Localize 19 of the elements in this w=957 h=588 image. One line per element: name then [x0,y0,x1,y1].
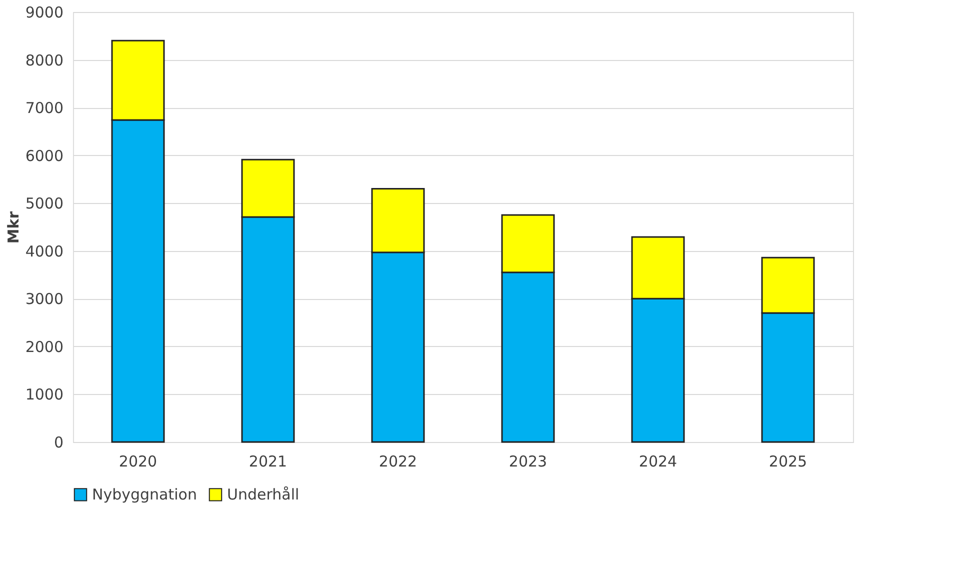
y-tick-label: 0 [54,434,64,452]
y-axis-title: Mkr [4,210,22,244]
x-tick-label: 2020 [118,452,158,470]
legend-label: Underhåll [227,486,300,504]
y-tick-label: 9000 [25,4,64,22]
y-tick-label: 3000 [25,290,64,308]
y-tick-label: 1000 [25,386,64,404]
y-tick-label: 4000 [25,242,64,260]
x-tick-label: 2022 [378,452,418,470]
legend-label: Nybyggnation [92,486,197,504]
y-tick-label: 5000 [25,194,64,213]
x-tick-label: 2024 [638,452,678,470]
x-tick-label: 2025 [768,452,808,470]
y-tick-label: 7000 [25,99,64,118]
x-tick-label: 2023 [508,452,548,470]
y-tick-label: 2000 [25,338,64,356]
y-tick-label: 8000 [25,51,64,70]
x-tick-label: 2021 [248,452,288,470]
y-tick-label: 6000 [25,146,64,165]
